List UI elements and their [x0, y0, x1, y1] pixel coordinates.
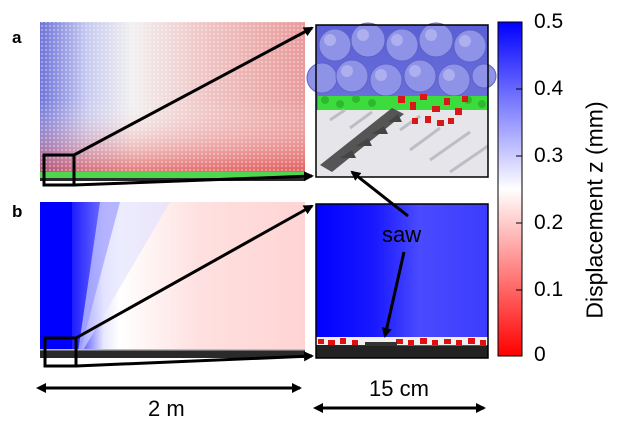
saw-arrow-down: [381, 251, 406, 338]
connector-a-top: [73, 26, 314, 157]
colorbar-tick-label: 0.4: [534, 77, 564, 100]
connector-b-top: [75, 204, 314, 340]
connector-b-bottom: [75, 351, 314, 368]
saw-arrow-up: [350, 170, 409, 218]
colorbar-tick-label: 0.3: [534, 144, 564, 167]
colorbar-tick-label: 0.5: [534, 10, 564, 33]
colorbar-tick-label: 0.2: [534, 211, 564, 234]
colorbar-tick-label: 0.1: [534, 278, 564, 301]
panel-a-zoom: [306, 22, 497, 178]
colorbar: [497, 21, 523, 357]
panel-label-b: b: [12, 202, 23, 221]
scale-label-2m: 2 m: [148, 396, 185, 421]
scale-label-15cm: 15 cm: [369, 376, 429, 401]
panel-b-main: [40, 202, 305, 358]
colorbar-title: Displacement z (mm): [581, 101, 608, 319]
panel-a-main: [40, 22, 305, 181]
connector-a-bottom: [73, 171, 314, 187]
panel-a-zoom-box: [42, 153, 76, 187]
colorbar-ticks: [516, 21, 522, 357]
panel-label-a: a: [12, 28, 22, 47]
panel-b-zoom: [315, 203, 489, 359]
panel-b-zoom-box: [43, 336, 78, 368]
colorbar-tick-label: 0: [534, 343, 546, 366]
saw-label: saw: [382, 222, 422, 247]
